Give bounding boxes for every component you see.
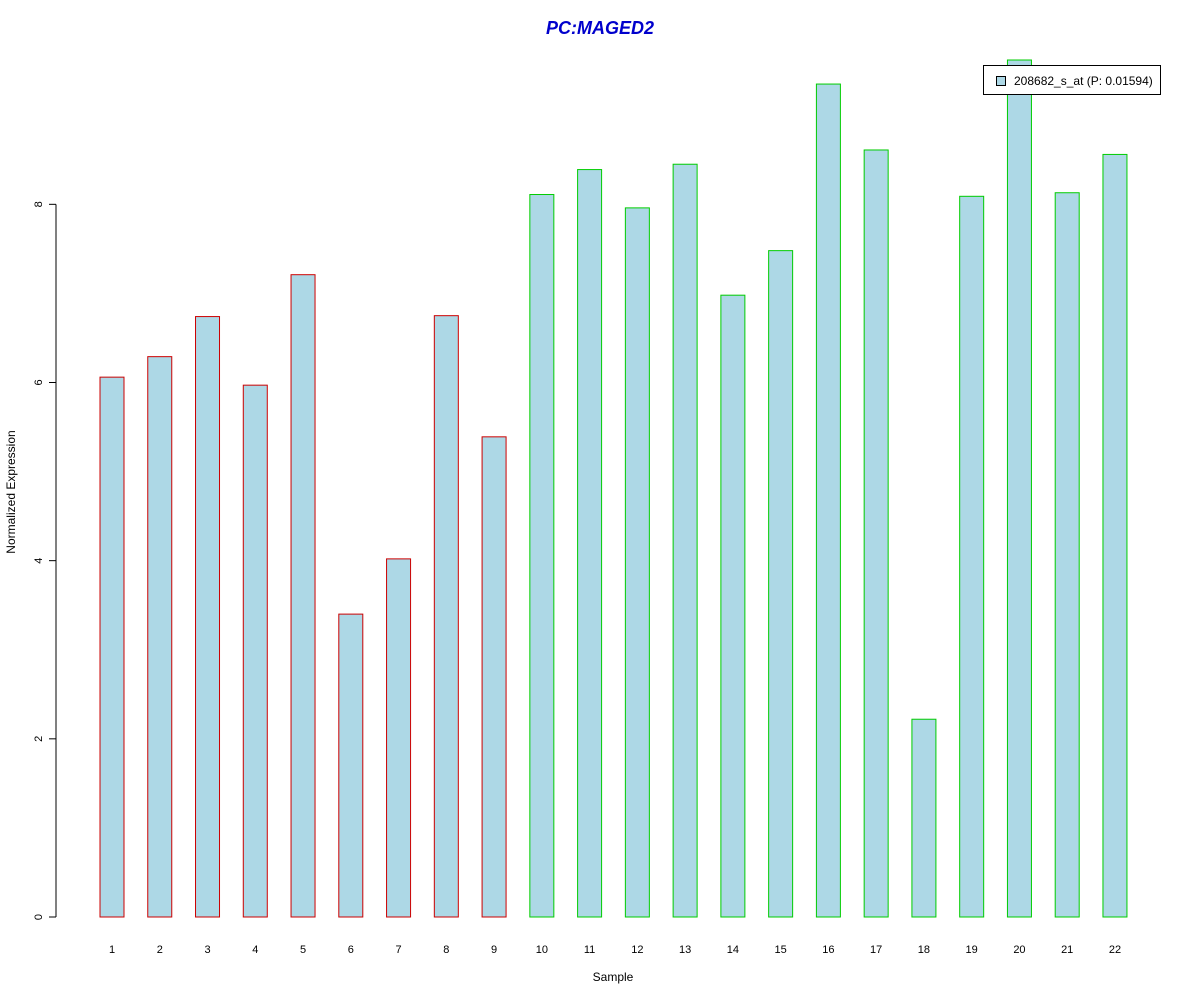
x-tick-label: 21 [1061,944,1073,956]
bar-sample-9 [481,436,507,918]
x-tick-label: 19 [966,944,978,956]
bar-sample-14 [720,294,746,918]
bar-sample-8 [433,315,459,918]
x-tick-label: 11 [584,944,595,956]
x-tick-label: 2 [157,944,163,956]
bar-sample-20 [1006,59,1032,918]
x-tick-label: 17 [870,944,882,956]
bar-sample-19 [959,195,985,918]
bar-sample-17 [863,149,889,918]
y-tick-label: 6 [33,379,45,385]
x-tick-label: 18 [918,944,930,956]
x-tick-label: 16 [822,944,834,956]
x-axis-label: Sample [592,970,634,984]
y-tick-label: 2 [33,736,45,742]
x-tick-label: 7 [395,944,401,956]
x-tick-label: 5 [300,944,306,956]
bar-sample-3 [195,316,221,918]
bar-sample-22 [1102,153,1128,918]
y-tick-label: 0 [33,914,45,920]
bar-sample-13 [672,163,698,918]
bar-sample-2 [147,356,173,918]
bar-sample-18 [911,718,937,918]
x-tick-label: 1 [109,944,115,956]
x-tick-label: 4 [252,944,258,956]
bar-sample-4 [242,384,268,918]
bar-sample-10 [529,194,555,918]
y-tick-label: 4 [33,558,45,564]
bar-sample-12 [624,207,650,918]
chart-title: PC:MAGED2 [545,18,654,38]
y-tick-label: 8 [33,201,45,207]
x-tick-label: 20 [1013,944,1025,956]
x-tick-label: 3 [204,944,210,956]
x-tick-label: 15 [775,944,787,956]
x-tick-label: 6 [348,944,354,956]
x-tick-label: 10 [536,944,548,956]
bar-sample-5 [290,274,316,918]
legend: 208682_s_at (P: 0.01594) [983,65,1161,95]
legend-swatch [996,76,1006,86]
x-tick-label: 22 [1109,944,1121,956]
bar-sample-21 [1054,192,1080,918]
x-tick-label: 12 [631,944,643,956]
bar-sample-6 [338,613,364,918]
legend-label: 208682_s_at (P: 0.01594) [1014,74,1153,88]
x-tick-label: 14 [727,944,739,956]
x-tick-label: 9 [491,944,497,956]
y-axis-label: Normalized Expression [4,430,18,554]
bar-sample-7 [386,558,412,918]
bar-sample-1 [99,376,125,918]
x-tick-label: 8 [443,944,449,956]
bar-sample-15 [768,250,794,918]
bar-sample-16 [815,83,841,918]
x-tick-label: 13 [679,944,691,956]
bar-sample-11 [577,169,603,918]
